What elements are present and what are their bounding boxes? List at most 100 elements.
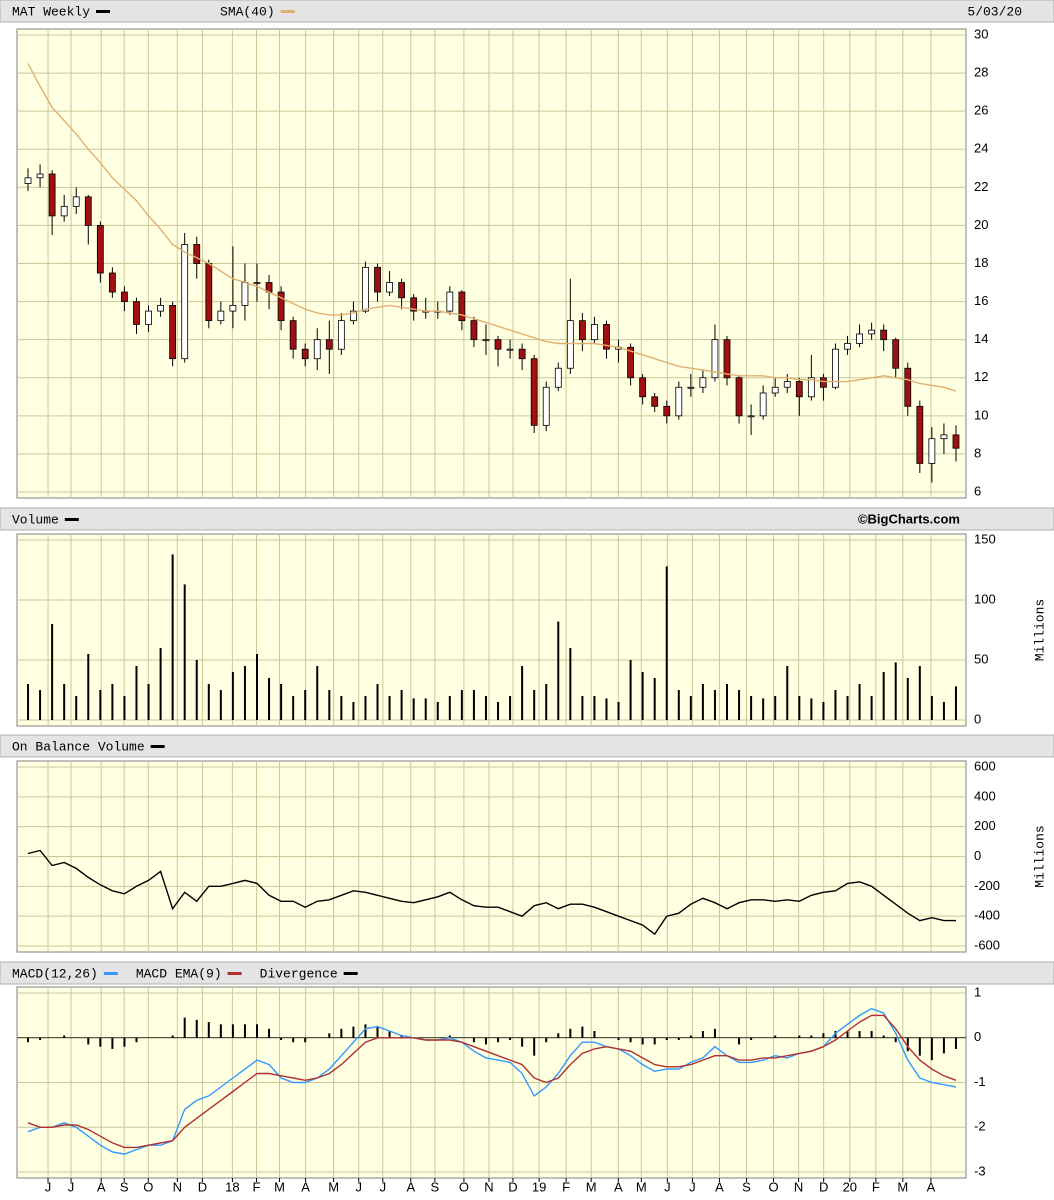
x-tick-label: M xyxy=(328,1179,339,1194)
candle-body xyxy=(916,405,924,464)
bar xyxy=(930,1037,933,1061)
legend-label: Volume xyxy=(12,512,59,527)
bar xyxy=(798,696,801,720)
candle-body xyxy=(651,396,659,407)
candle-body xyxy=(904,367,912,407)
bar xyxy=(930,696,933,720)
x-tick-label: F xyxy=(872,1179,880,1194)
legend-label: SMA(40) xyxy=(220,4,275,19)
bar xyxy=(87,1037,90,1045)
candle-body xyxy=(518,348,526,360)
candle-body xyxy=(24,177,32,184)
x-tick-label: M xyxy=(586,1179,597,1194)
bar xyxy=(135,1037,138,1043)
bar xyxy=(472,1037,475,1043)
bar xyxy=(304,690,307,720)
y-tick-label: 16 xyxy=(974,293,988,308)
bar xyxy=(123,696,126,720)
y-tick-label: -2 xyxy=(974,1119,986,1134)
bar xyxy=(63,1035,66,1038)
bar xyxy=(460,690,463,720)
bar xyxy=(954,686,957,720)
bar xyxy=(894,662,897,720)
bar xyxy=(352,702,355,720)
y-tick-label: 150 xyxy=(974,531,996,546)
y-tick-label: 0 xyxy=(974,1029,981,1044)
legend-swatch xyxy=(64,518,79,521)
bar xyxy=(436,702,439,720)
x-tick-label: S xyxy=(120,1179,129,1194)
candle-body xyxy=(783,381,791,388)
x-tick-label: M xyxy=(274,1179,285,1194)
bar xyxy=(617,702,620,720)
candle-body xyxy=(229,304,237,312)
y-tick-label: 18 xyxy=(974,255,988,270)
bar xyxy=(918,1037,921,1056)
bar xyxy=(243,666,246,720)
candle-body xyxy=(205,263,213,322)
bar xyxy=(219,1024,222,1038)
bar xyxy=(316,666,319,720)
bar xyxy=(942,1037,945,1054)
bar xyxy=(388,1031,391,1038)
bar xyxy=(87,654,90,720)
bar xyxy=(27,684,30,720)
bar xyxy=(641,1037,644,1045)
bar xyxy=(822,1033,825,1038)
x-tick-label: O xyxy=(143,1179,153,1194)
series-line xyxy=(27,63,957,392)
y-tick-label: 26 xyxy=(974,103,988,118)
bar xyxy=(713,1028,716,1038)
x-tick-label: S xyxy=(742,1179,751,1194)
bar xyxy=(701,1031,704,1038)
candle-body xyxy=(169,304,177,360)
bar xyxy=(882,1035,885,1038)
bar xyxy=(484,1037,487,1045)
candle-body xyxy=(868,329,876,335)
bar xyxy=(364,696,367,720)
bar xyxy=(858,1031,861,1038)
bar xyxy=(834,1031,837,1038)
bar xyxy=(207,1022,210,1038)
candle-body xyxy=(313,339,321,360)
x-tick-label: A xyxy=(715,1179,724,1194)
candle-body xyxy=(374,266,381,293)
bar xyxy=(834,690,837,720)
candle-body xyxy=(554,367,562,388)
bar xyxy=(521,666,524,720)
bar xyxy=(810,698,813,720)
candle-body xyxy=(337,320,345,350)
bar xyxy=(894,1037,897,1043)
bar xyxy=(400,690,403,720)
y-tick-label: 6 xyxy=(974,483,981,498)
bar xyxy=(51,624,54,720)
bar xyxy=(183,584,186,720)
bar xyxy=(472,690,475,720)
bar xyxy=(617,1037,620,1040)
y-tick-label: 30 xyxy=(974,26,988,41)
bar xyxy=(400,1035,403,1038)
bar xyxy=(557,1033,560,1038)
bar xyxy=(774,696,777,720)
candle-body xyxy=(591,324,598,341)
series-line xyxy=(27,1014,957,1149)
x-tick-label: O xyxy=(459,1179,469,1194)
bar xyxy=(581,1026,584,1038)
legend-swatch xyxy=(227,972,242,975)
x-tick-label: 19 xyxy=(532,1179,546,1194)
bar xyxy=(641,672,644,720)
bar xyxy=(653,1037,656,1045)
x-tick-label: A xyxy=(927,1179,936,1194)
bar xyxy=(352,1026,355,1038)
bar xyxy=(545,684,548,720)
bar xyxy=(304,1037,307,1043)
bar xyxy=(870,696,873,720)
bar xyxy=(593,696,596,720)
bar xyxy=(906,678,909,720)
candle-body xyxy=(458,291,466,322)
x-tick-label: N xyxy=(173,1179,182,1194)
candle-body xyxy=(880,329,888,341)
bar xyxy=(484,696,487,720)
y-axis-label: Millions xyxy=(1032,825,1047,887)
candle-body xyxy=(820,377,827,388)
